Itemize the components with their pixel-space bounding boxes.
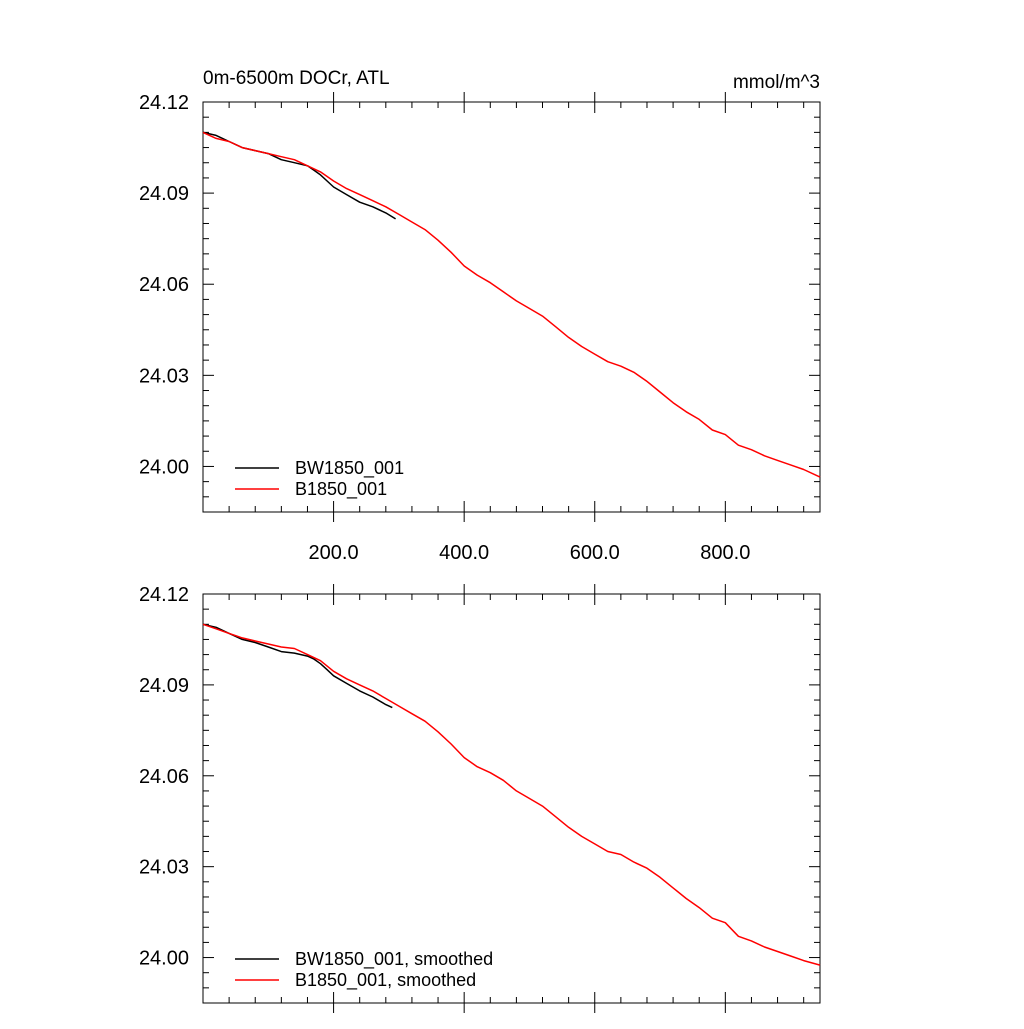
- plot-panel-2: 24.12 24.09 24.06 24.03 24.00 BW1850_001, smo…: [139, 584, 821, 1013]
- y-tick-label: 24.09: [139, 183, 189, 205]
- chart-title: 0m-6500m DOCr, ATL: [203, 68, 390, 89]
- series-line-1: [202, 623, 393, 709]
- y-tick-label: 24.00: [139, 948, 189, 970]
- x-tick-label: 600.0: [570, 542, 620, 564]
- y-tick-label: 24.06: [139, 766, 189, 788]
- y-tick-label: 24.03: [139, 857, 189, 879]
- y-tick-label: 24.00: [139, 456, 189, 478]
- y-tick-label: 24.09: [139, 675, 189, 697]
- plot-frame: [202, 101, 821, 513]
- plot-panel-1: 24.12 24.09 24.06 24.03 24.00 200.0 400.0 600.0…: [139, 68, 821, 564]
- units-label: mmol/m^3: [733, 72, 820, 93]
- series-line-2: [202, 623, 821, 966]
- legend-label: BW1850_001: [295, 458, 404, 479]
- series-line-2: [202, 131, 821, 478]
- legend-label: BW1850_001, smoothed: [295, 949, 493, 970]
- legend-label: B1850_001, smoothed: [295, 970, 476, 991]
- y-tick-label: 24.06: [139, 274, 189, 296]
- x-tick-label: 200.0: [309, 542, 359, 564]
- series-line-1: [202, 131, 396, 220]
- plot-frame: [202, 593, 821, 1004]
- x-tick-label: 800.0: [700, 542, 750, 564]
- y-tick-label: 24.12: [139, 92, 189, 114]
- legend-label: B1850_001: [295, 479, 387, 500]
- y-tick-label: 24.03: [139, 365, 189, 387]
- x-tick-label: 400.0: [439, 542, 489, 564]
- y-tick-label: 24.12: [139, 584, 189, 606]
